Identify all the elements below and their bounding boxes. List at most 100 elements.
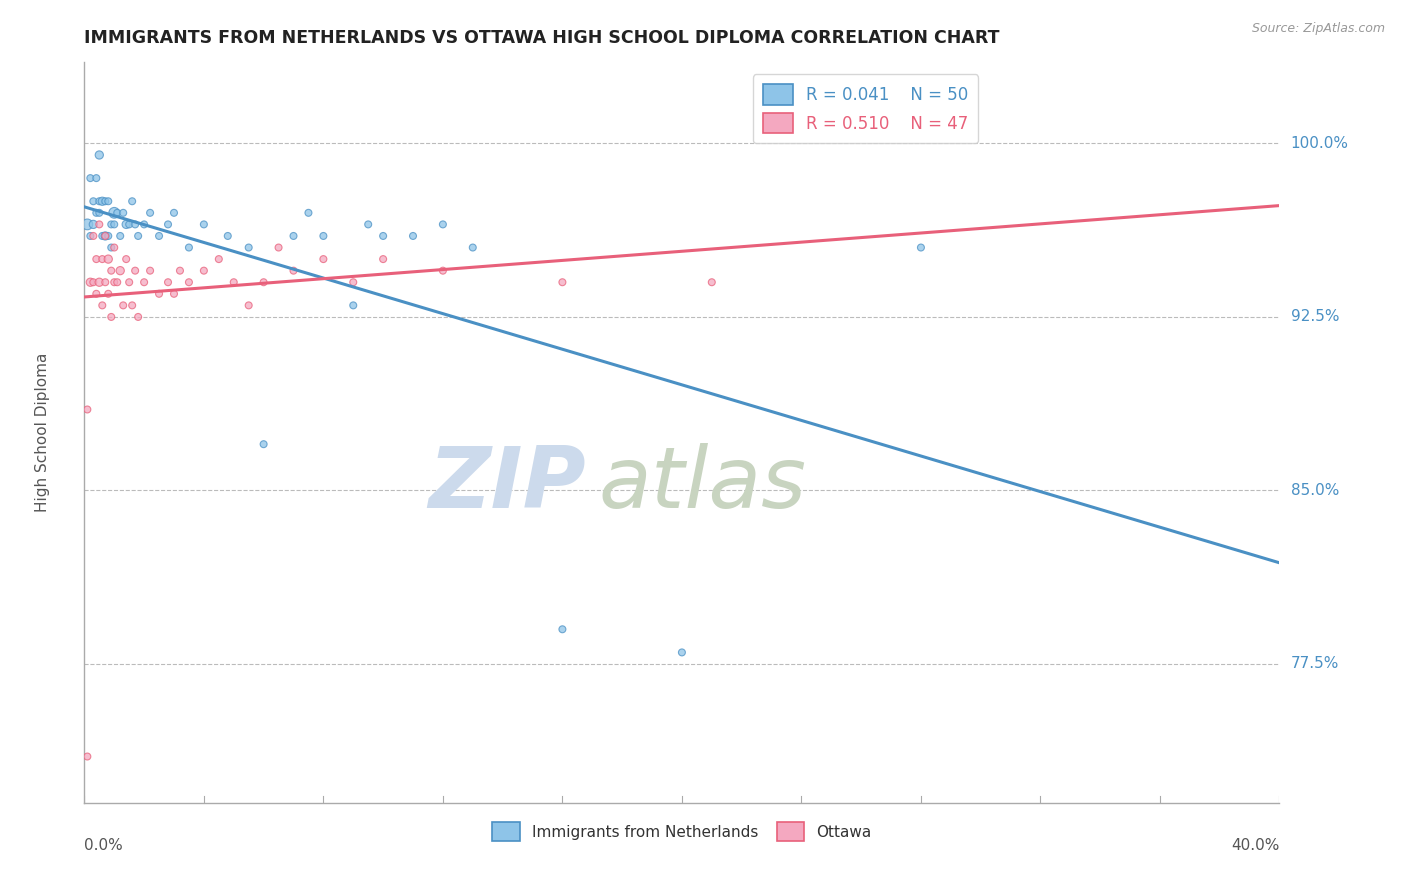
Point [100, 310, 122, 324]
Point [89, 148, 111, 162]
Point [121, 194, 143, 209]
Point [127, 310, 149, 324]
Point [91, 229, 114, 244]
Point [82, 275, 104, 289]
Text: 77.5%: 77.5% [1291, 657, 1339, 672]
Point [163, 286, 186, 301]
Point [100, 263, 122, 277]
Point [100, 218, 122, 232]
Point [112, 298, 135, 312]
Point [91, 252, 114, 266]
Point [110, 229, 132, 244]
Point [105, 206, 128, 220]
Text: 100.0%: 100.0% [1291, 136, 1348, 151]
Point [76, 402, 98, 417]
Point [91, 298, 114, 312]
Point [461, 240, 484, 254]
Point [118, 275, 141, 289]
Point [357, 218, 380, 232]
Text: Source: ZipAtlas.com: Source: ZipAtlas.com [1251, 22, 1385, 36]
Point [103, 206, 125, 220]
Point [124, 263, 146, 277]
Point [97, 194, 120, 209]
Point [97, 252, 120, 266]
Point [238, 240, 260, 254]
Point [177, 275, 200, 289]
Point [110, 263, 132, 277]
Point [432, 263, 454, 277]
Point [79, 171, 101, 186]
Point [157, 218, 180, 232]
Point [94, 194, 117, 209]
Point [671, 645, 693, 659]
Point [297, 206, 319, 220]
Point [139, 263, 162, 277]
Point [312, 229, 335, 244]
Point [700, 275, 723, 289]
Point [193, 263, 215, 277]
Point [89, 194, 111, 209]
Point [132, 275, 156, 289]
Point [222, 275, 245, 289]
Point [86, 252, 108, 266]
Point [127, 229, 149, 244]
Legend: Immigrants from Netherlands, Ottawa: Immigrants from Netherlands, Ottawa [486, 816, 877, 847]
Point [112, 206, 135, 220]
Point [97, 286, 120, 301]
Point [342, 275, 364, 289]
Point [312, 252, 335, 266]
Point [115, 252, 138, 266]
Point [103, 218, 125, 232]
Point [373, 229, 395, 244]
Point [76, 218, 98, 232]
Point [148, 286, 170, 301]
Point [82, 229, 104, 244]
Point [283, 263, 305, 277]
Point [148, 229, 170, 244]
Point [124, 218, 146, 232]
Point [118, 218, 141, 232]
Point [105, 275, 128, 289]
Point [910, 240, 932, 254]
Point [91, 194, 114, 209]
Point [163, 206, 186, 220]
Text: 85.0%: 85.0% [1291, 483, 1339, 498]
Point [94, 229, 117, 244]
Text: IMMIGRANTS FROM NETHERLANDS VS OTTAWA HIGH SCHOOL DIPLOMA CORRELATION CHART: IMMIGRANTS FROM NETHERLANDS VS OTTAWA HI… [84, 29, 1000, 47]
Point [89, 206, 111, 220]
Point [86, 171, 108, 186]
Point [402, 229, 425, 244]
Point [86, 206, 108, 220]
Text: 40.0%: 40.0% [1232, 838, 1279, 853]
Point [115, 218, 138, 232]
Point [342, 298, 364, 312]
Point [373, 252, 395, 266]
Point [94, 275, 117, 289]
Point [267, 240, 290, 254]
Point [121, 298, 143, 312]
Point [157, 275, 180, 289]
Text: High School Diploma: High School Diploma [35, 353, 51, 512]
Point [253, 437, 276, 451]
Point [94, 229, 117, 244]
Point [82, 218, 104, 232]
Text: 0.0%: 0.0% [84, 838, 124, 853]
Point [238, 298, 260, 312]
Point [79, 275, 101, 289]
Point [432, 218, 454, 232]
Point [169, 263, 191, 277]
Point [97, 229, 120, 244]
Point [79, 229, 101, 244]
Text: atlas: atlas [599, 443, 806, 526]
Point [76, 749, 98, 764]
Point [89, 218, 111, 232]
Point [551, 275, 574, 289]
Point [103, 275, 125, 289]
Point [86, 286, 108, 301]
Point [132, 218, 156, 232]
Point [100, 240, 122, 254]
Text: ZIP: ZIP [429, 443, 586, 526]
Point [208, 252, 231, 266]
Point [177, 240, 200, 254]
Point [253, 275, 276, 289]
